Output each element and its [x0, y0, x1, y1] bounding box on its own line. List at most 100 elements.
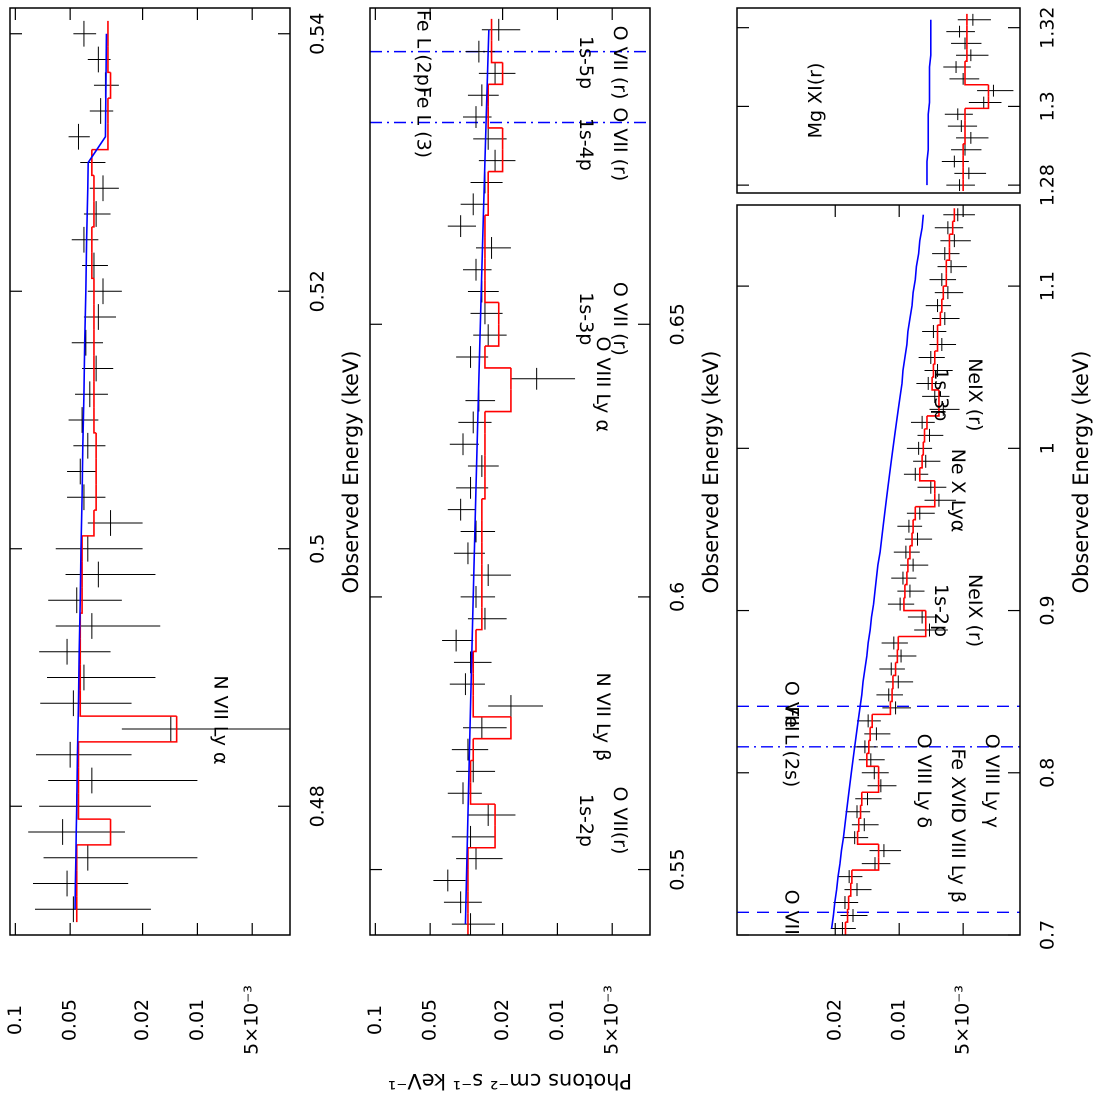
- marker-label: Fe L (3): [413, 87, 435, 158]
- data-point: [449, 433, 479, 456]
- panel: 0.55 0.6 0.65 0.1 0.05 0.02 0.01 5×10⁻³ Fe L (3)…: [364, 7, 723, 1093]
- model-step: [473, 716, 512, 740]
- continuum-line: [74, 33, 108, 910]
- data-point: [467, 84, 499, 107]
- model-step: [964, 72, 989, 86]
- model-step: [892, 675, 894, 690]
- data-point: [48, 767, 198, 794]
- data-point: [32, 870, 129, 897]
- model-step: [76, 819, 112, 846]
- model-step: [926, 402, 940, 417]
- data-point: [460, 520, 496, 543]
- model-step: [906, 558, 909, 573]
- data-point: [833, 896, 859, 910]
- model-step: [890, 688, 893, 703]
- model-step: [866, 753, 879, 768]
- model-step: [848, 883, 852, 897]
- data-point: [447, 782, 482, 805]
- data-point: [65, 561, 156, 588]
- data-point: [39, 638, 111, 665]
- plot-area: [370, 18, 650, 935]
- data-point: [467, 804, 516, 826]
- data-point: [71, 226, 99, 253]
- data-point: [39, 793, 151, 820]
- model-step: [484, 346, 511, 369]
- model-step: [915, 493, 936, 508]
- model-step: [481, 476, 486, 500]
- model-step: [857, 818, 860, 832]
- data-point: [882, 701, 911, 715]
- model-step: [850, 870, 853, 884]
- model-step: [470, 738, 475, 762]
- line-annotation: 1s-4p: [575, 118, 597, 171]
- line-annotation: O VII (r): [609, 26, 631, 100]
- data-point: [87, 510, 143, 536]
- model-step: [870, 714, 873, 729]
- data-point: [453, 542, 485, 565]
- model-step: [868, 727, 871, 742]
- data-point: [80, 149, 106, 176]
- data-point: [456, 847, 503, 870]
- model-step: [933, 351, 936, 365]
- data-point: [907, 610, 939, 624]
- data-point: [864, 727, 891, 741]
- data-point: [943, 61, 971, 73]
- y-tick-label: 5×10⁻³: [952, 985, 974, 1055]
- data-point: [451, 913, 496, 935]
- model-step: [946, 247, 951, 261]
- data-point: [433, 869, 466, 892]
- model-step: [907, 545, 911, 560]
- model-step: [866, 740, 870, 755]
- model-step: [79, 690, 177, 717]
- data-point: [867, 779, 897, 793]
- data-point: [840, 909, 868, 923]
- x-tick-label: 0.48: [307, 785, 329, 827]
- data-point: [67, 484, 106, 511]
- model-step: [949, 221, 954, 235]
- model-step: [487, 106, 503, 129]
- data-point: [903, 467, 929, 481]
- data-point: [876, 688, 903, 702]
- data-point: [917, 480, 947, 494]
- data-point: [82, 355, 114, 382]
- model-step: [847, 896, 850, 910]
- model-step: [918, 467, 935, 482]
- data-point: [918, 351, 945, 364]
- plot-area: [737, 208, 1020, 935]
- data-point: [449, 673, 485, 696]
- data-point: [922, 325, 947, 339]
- data-point: [956, 49, 989, 62]
- model-step: [937, 312, 942, 326]
- model-step: [943, 273, 948, 287]
- y-tick-label: 0.1: [364, 1005, 386, 1035]
- x-tick-label: 1.1: [1037, 271, 1059, 301]
- model-step: [82, 510, 95, 537]
- data-point: [906, 506, 935, 520]
- model-step: [488, 62, 504, 86]
- data-point: [89, 98, 114, 124]
- data-point: [465, 389, 496, 412]
- panel: 0.7 0.8 0.9 1 1.1 0.02 0.01 5×10⁻³ O VII Fe L (2s…: [736, 204, 1093, 1055]
- data-point: [465, 40, 496, 63]
- model-step: [80, 587, 83, 614]
- plot-frame: [9, 7, 291, 936]
- data-point: [916, 376, 942, 390]
- line-annotation: N VII Ly α: [210, 675, 232, 764]
- data-point: [481, 18, 521, 41]
- data-point: [443, 891, 482, 914]
- marker-label: O VIII: [780, 681, 802, 732]
- data-point: [456, 476, 489, 499]
- x-tick-label: 0.65: [667, 303, 689, 345]
- y-tick-label: 0.02: [131, 999, 153, 1041]
- model-step: [932, 363, 935, 378]
- marker-label: O VII: [780, 890, 802, 935]
- model-step: [77, 793, 111, 820]
- data-point: [881, 636, 908, 650]
- data-point: [47, 664, 156, 691]
- data-point: [954, 167, 987, 180]
- line-annotation: 1s-2p: [930, 584, 952, 637]
- y-tick-label: 0.01: [888, 999, 910, 1041]
- line-annotation: O VIII Ly α: [592, 337, 614, 433]
- data-point: [447, 498, 476, 521]
